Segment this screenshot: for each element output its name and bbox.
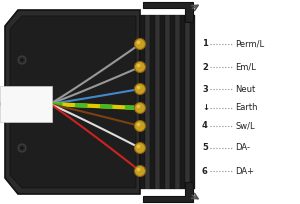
Circle shape bbox=[18, 144, 26, 152]
Text: 3: 3 bbox=[202, 84, 208, 93]
Bar bbox=[140, 15, 145, 189]
Circle shape bbox=[137, 86, 140, 89]
Circle shape bbox=[20, 146, 23, 150]
Text: Perm/L: Perm/L bbox=[235, 40, 264, 49]
Text: Em/L: Em/L bbox=[235, 62, 256, 71]
Circle shape bbox=[134, 61, 146, 72]
Circle shape bbox=[18, 56, 26, 64]
Text: 1: 1 bbox=[202, 40, 208, 49]
Circle shape bbox=[137, 145, 140, 148]
Circle shape bbox=[134, 102, 146, 113]
Bar bbox=[170, 15, 175, 189]
Circle shape bbox=[20, 59, 23, 61]
Bar bbox=[160, 15, 165, 189]
Circle shape bbox=[137, 41, 140, 44]
Circle shape bbox=[134, 83, 146, 94]
Bar bbox=[145, 15, 150, 189]
Circle shape bbox=[134, 165, 146, 176]
Text: Sw/L: Sw/L bbox=[235, 122, 255, 131]
Text: 4: 4 bbox=[202, 122, 208, 131]
Bar bbox=[175, 15, 180, 189]
Bar bbox=[0, 86, 52, 122]
Text: DA-: DA- bbox=[235, 143, 250, 153]
Bar bbox=[190, 15, 195, 189]
Polygon shape bbox=[143, 182, 193, 202]
Bar bbox=[165, 15, 170, 189]
Polygon shape bbox=[10, 16, 136, 188]
Text: ↓: ↓ bbox=[202, 103, 209, 112]
Circle shape bbox=[134, 121, 146, 132]
Text: DA+: DA+ bbox=[235, 166, 254, 175]
Circle shape bbox=[137, 168, 140, 171]
Text: 5: 5 bbox=[202, 143, 208, 153]
Bar bbox=[150, 15, 155, 189]
Circle shape bbox=[137, 123, 140, 126]
Bar bbox=[180, 15, 185, 189]
Bar bbox=[155, 15, 160, 189]
Circle shape bbox=[134, 39, 146, 50]
Text: Neut: Neut bbox=[235, 84, 255, 93]
Circle shape bbox=[137, 64, 140, 67]
Text: 2: 2 bbox=[202, 62, 208, 71]
Circle shape bbox=[137, 105, 140, 108]
Bar bbox=[185, 15, 190, 189]
Text: 6: 6 bbox=[202, 166, 208, 175]
Circle shape bbox=[134, 143, 146, 153]
Text: Earth: Earth bbox=[235, 103, 257, 112]
Polygon shape bbox=[143, 2, 193, 22]
Polygon shape bbox=[5, 10, 140, 194]
